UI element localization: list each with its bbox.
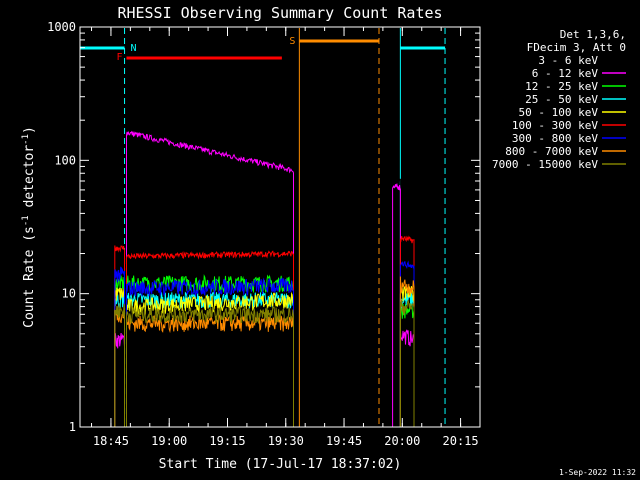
series-6-trace-1 <box>126 277 294 427</box>
y-axis-label-sup2: -1 <box>21 134 31 145</box>
x-tick-label-3: 19:30 <box>268 434 304 448</box>
series-6-trace-0 <box>114 266 125 427</box>
y-tick-label-0: 1 <box>69 420 76 434</box>
x-tick-label-1: 19:00 <box>151 434 187 448</box>
series-0-trace-2 <box>392 177 401 427</box>
series-8-trace-1 <box>126 305 294 427</box>
series-8-trace-2 <box>399 299 415 427</box>
series-5-trace-2 <box>399 235 415 427</box>
series-0-trace-1 <box>126 146 294 427</box>
x-tick-label-2: 19:15 <box>209 434 245 448</box>
series-5-trace-1 <box>126 250 294 427</box>
y-axis-label-sup1: -1 <box>21 215 31 226</box>
footer-date: 1-Sep-2022 11:32 <box>559 468 636 477</box>
y-axis-label-main: Count Rate (s <box>22 226 37 328</box>
series-7 <box>114 276 415 427</box>
series-1-trace-3 <box>399 329 415 427</box>
plot-frame <box>79 26 481 428</box>
series-2 <box>114 274 415 427</box>
legend-label-0: 3 - 6 keV <box>538 54 598 67</box>
legend-label-3: 25 - 50 keV <box>525 93 598 106</box>
flag-label-1: F <box>116 52 122 63</box>
series-4 <box>114 286 415 427</box>
legend-label-7: 800 - 7000 keV <box>505 145 598 158</box>
series-4-trace-1 <box>126 291 294 427</box>
legend-label-4: 50 - 100 keV <box>519 106 599 119</box>
x-tick-label-4: 19:45 <box>326 434 362 448</box>
legend-label-8: 7000 - 15000 keV <box>492 158 598 171</box>
series-7-trace-2 <box>399 276 415 427</box>
x-tick-label-0: 18:45 <box>93 434 129 448</box>
y-axis-label-end: ) <box>22 126 37 134</box>
series-2-trace-2 <box>399 302 415 427</box>
legend-header-1: FDecim 3, Att 0 <box>527 41 626 54</box>
y-axis-label-mid: detector <box>22 145 37 216</box>
legend-label-5: 100 - 300 keV <box>512 119 598 132</box>
series-0-trace-0 <box>114 256 125 427</box>
x-tick-label-5: 20:00 <box>384 434 420 448</box>
series-1-trace-1 <box>126 130 294 427</box>
x-axis-label: Start Time (17-Jul-17 18:37:02) <box>159 457 402 472</box>
series-5-trace-0 <box>114 245 125 427</box>
legend-label-1: 6 - 12 keV <box>532 67 599 80</box>
series-8-trace-0 <box>114 303 125 427</box>
chart-title: RHESSI Observing Summary Count Rates <box>117 4 442 22</box>
series-6 <box>114 260 415 427</box>
series-8 <box>114 299 415 427</box>
legend-label-6: 300 - 800 keV <box>512 132 598 145</box>
series-4-trace-0 <box>114 287 125 427</box>
flag-label-0: N <box>131 43 137 54</box>
legend-header-0: Det 1,3,6, <box>560 28 626 41</box>
series-7-trace-1 <box>126 314 294 427</box>
flag-label-2: S <box>289 36 295 47</box>
series-1-trace-0 <box>114 332 125 427</box>
legend-label-2: 12 - 25 keV <box>525 80 598 93</box>
y-tick-label-2: 100 <box>54 153 76 167</box>
y-axis-label: Count Rate (s-1 detector-1) <box>21 126 37 328</box>
series-1 <box>114 130 415 427</box>
series-6-trace-2 <box>399 260 415 427</box>
y-tick-label-3: 1000 <box>47 20 76 34</box>
x-tick-label-6: 20:15 <box>443 434 479 448</box>
y-tick-label-1: 10 <box>62 287 76 301</box>
series-1-trace-2 <box>392 182 401 427</box>
series-5 <box>114 235 415 427</box>
series-7-trace-0 <box>114 308 125 427</box>
